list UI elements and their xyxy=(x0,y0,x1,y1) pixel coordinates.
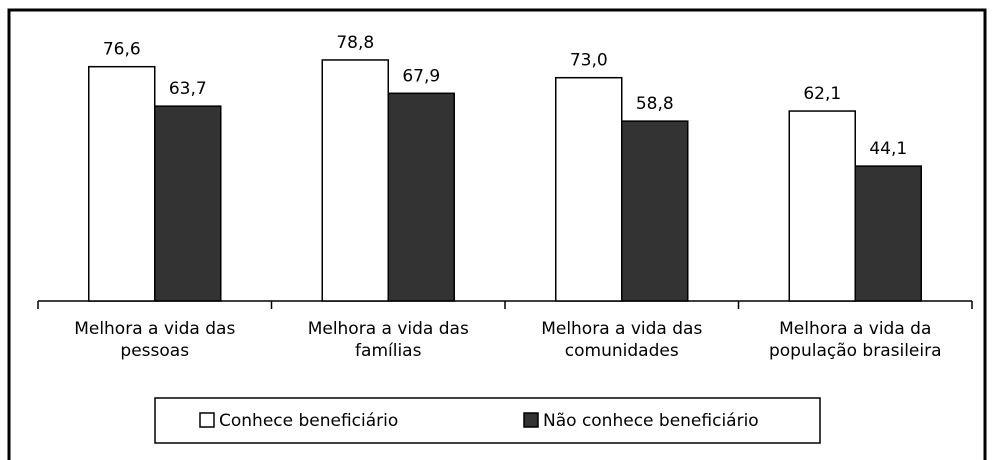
data-label: 62,1 xyxy=(803,84,841,104)
x-tick-label: Melhora a vida das comunidades xyxy=(541,319,703,361)
legend-swatch xyxy=(199,412,215,428)
data-label: 67,9 xyxy=(402,66,440,86)
bar xyxy=(854,165,922,302)
bar xyxy=(788,110,856,302)
bar xyxy=(88,65,156,302)
data-label: 73,0 xyxy=(570,51,608,71)
data-label: 63,7 xyxy=(169,79,207,99)
legend-swatch xyxy=(523,412,539,428)
data-label: 44,1 xyxy=(869,139,907,159)
data-label: 76,6 xyxy=(103,40,141,60)
legend-label: Não conhece beneficiário xyxy=(543,411,759,431)
x-tick-label: Melhora a vida da população brasileira xyxy=(768,319,942,361)
legend-box xyxy=(154,397,821,444)
frame xyxy=(7,8,987,460)
bar xyxy=(321,59,389,302)
x-tick-label: Melhora a vida das famílias xyxy=(307,319,469,361)
bar xyxy=(154,105,222,302)
bar xyxy=(621,120,689,302)
legend-label: Conhece beneficiário xyxy=(219,411,398,431)
data-label: 58,8 xyxy=(636,94,674,114)
bar xyxy=(387,92,455,302)
x-tick-label: Melhora a vida das pessoas xyxy=(74,319,236,361)
bar xyxy=(555,76,623,302)
data-label: 78,8 xyxy=(336,33,374,53)
